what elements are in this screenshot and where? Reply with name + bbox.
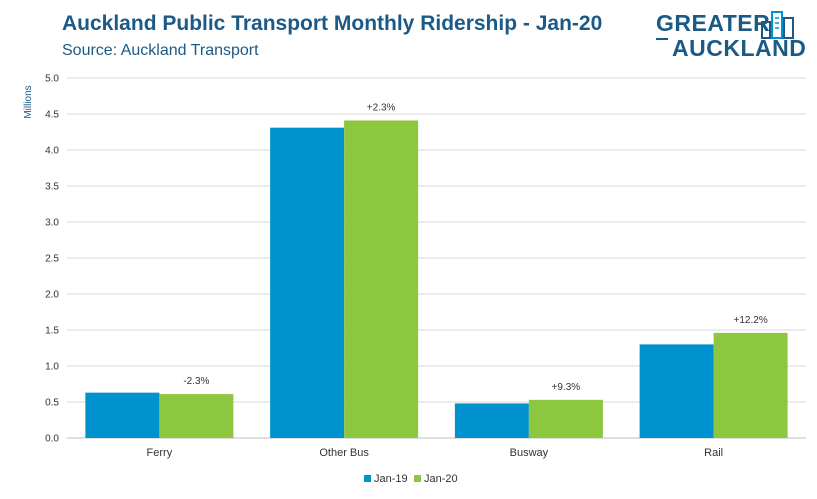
bar-other-bus-jan-19: [270, 127, 345, 439]
chart-title: Auckland Public Transport Monthly Riders…: [62, 12, 603, 35]
bar-busway-jan-20: [528, 399, 603, 438]
logo-text-greater: GREATER: [656, 10, 771, 36]
bar-busway-jan-19: [454, 403, 529, 438]
x-category-label: Other Bus: [319, 447, 369, 459]
y-tick-label: 4.0: [45, 146, 59, 157]
data-label: +2.3%: [367, 102, 396, 113]
y-tick-label: 5.0: [45, 74, 59, 85]
bar-rail-jan-20: [713, 332, 788, 438]
y-axis-label: Millions: [23, 85, 34, 118]
y-tick-label: 2.0: [45, 290, 59, 301]
legend-swatch-jan-19: [364, 475, 371, 482]
y-tick-label: 3.5: [45, 182, 59, 193]
legend-swatch-jan-20: [414, 475, 421, 482]
legend: Jan-19 Jan-20: [364, 473, 458, 485]
x-category-label: Rail: [704, 447, 723, 459]
bar-ferry-jan-20: [159, 394, 234, 438]
greater-auckland-logo: GREATER AUCKLAND: [656, 10, 806, 62]
y-axis-ticks: 0.0 0.5 1.0 1.5 2.0 2.5 3.0 3.5 4.0 4.5 5.0: [45, 74, 59, 445]
legend-label: Jan-19: [374, 473, 408, 485]
y-tick-label: 1.5: [45, 326, 59, 337]
data-label: -2.3%: [183, 376, 209, 387]
bar-ferry-jan-19: [85, 392, 160, 438]
data-label: +12.2%: [734, 315, 768, 326]
y-tick-label: 2.5: [45, 254, 59, 265]
legend-label: Jan-20: [424, 473, 458, 485]
y-tick-label: 0.0: [45, 434, 59, 445]
data-labels: -2.3% +2.3% +9.3% +12.2%: [183, 102, 768, 392]
bar-other-bus-jan-20: [344, 120, 419, 438]
logo-rule: [656, 38, 668, 40]
x-category-label: Ferry: [147, 447, 173, 459]
x-axis-categories: Ferry Other Bus Busway Rail: [147, 447, 724, 459]
logo-text-auckland: AUCKLAND: [672, 35, 807, 61]
y-tick-label: 1.0: [45, 362, 59, 373]
y-tick-label: 3.0: [45, 218, 59, 229]
city-buildings-icon: [761, 11, 794, 39]
bars: [85, 120, 788, 439]
chart-subtitle: Source: Auckland Transport: [62, 42, 259, 59]
y-tick-label: 0.5: [45, 398, 59, 409]
data-label: +9.3%: [552, 382, 581, 393]
bar-rail-jan-19: [639, 344, 714, 438]
y-tick-label: 4.5: [45, 110, 59, 121]
x-category-label: Busway: [510, 447, 549, 459]
